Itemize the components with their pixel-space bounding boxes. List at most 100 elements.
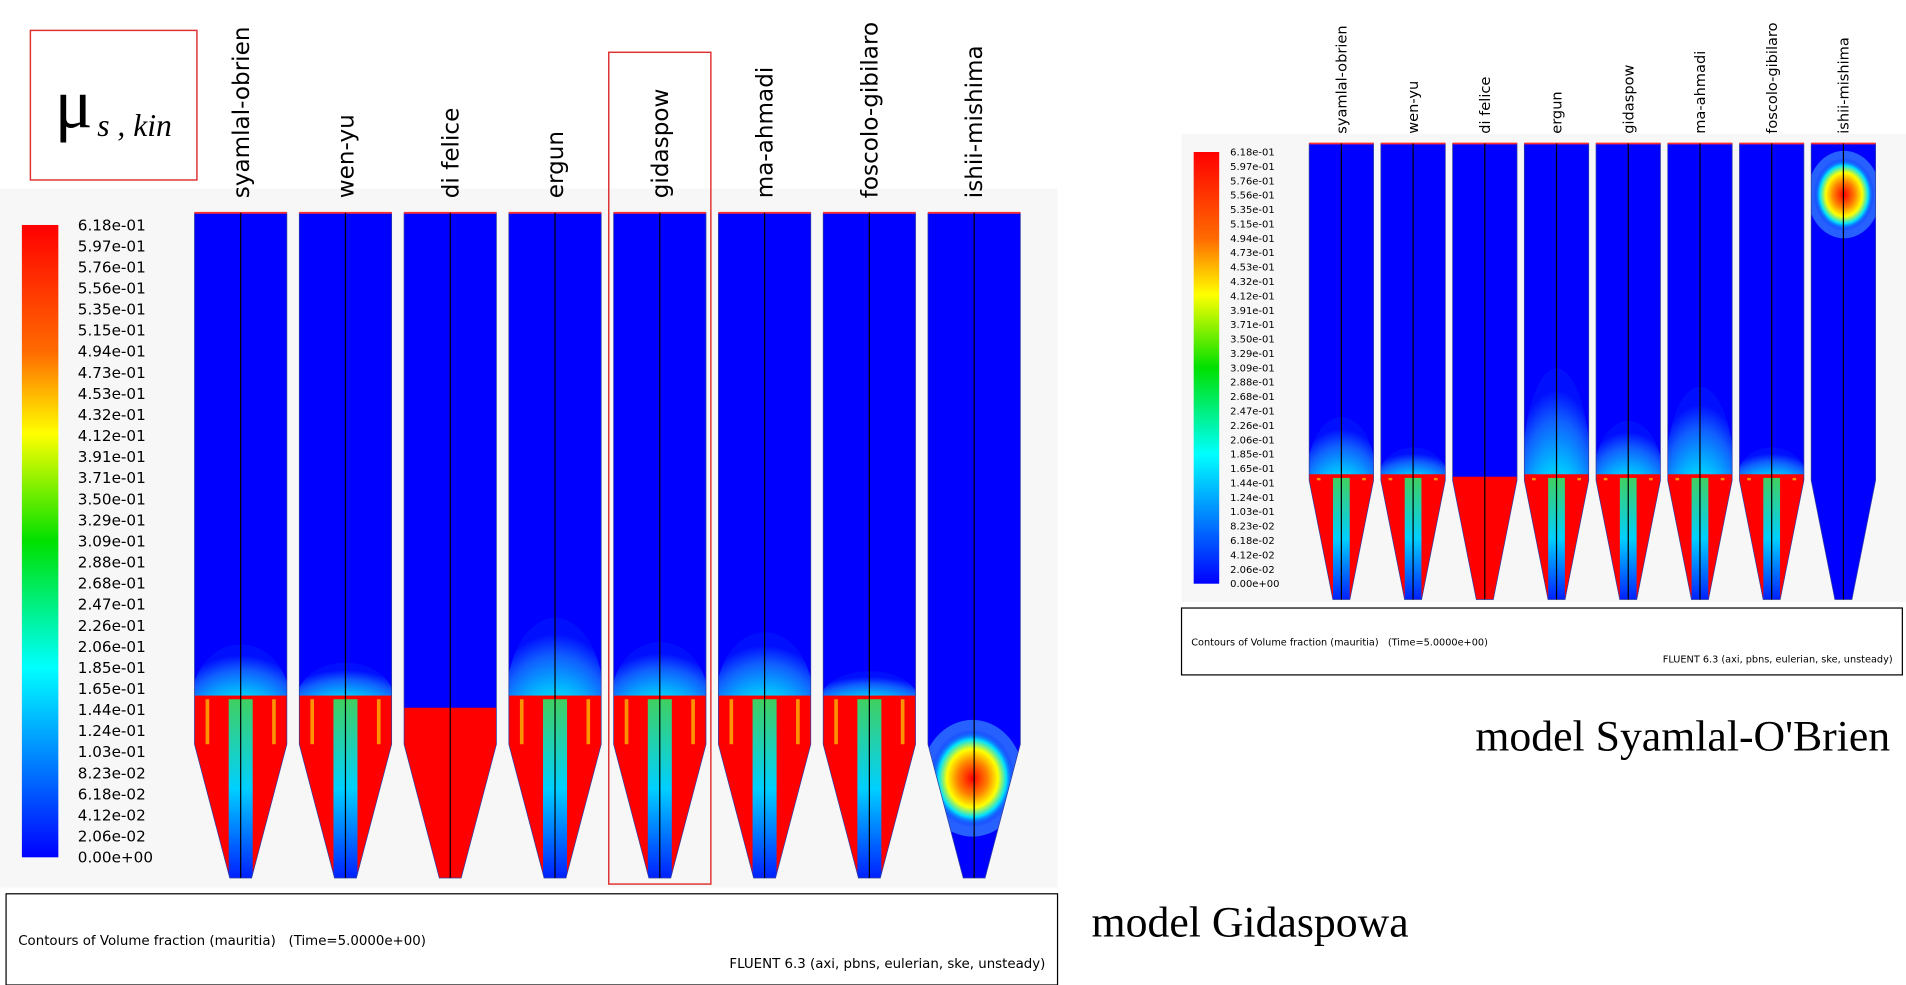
contour-wall (1675, 477, 1680, 481)
symbol-subscript: s , kin (97, 108, 172, 143)
colorbar-label: 5.15e-01 (1230, 219, 1275, 230)
contour-wall (1388, 477, 1393, 481)
footer-left: Contours of Volume fraction (mauritia) (… (1191, 638, 1488, 649)
colorbar-label: 2.47e-01 (78, 596, 146, 614)
contour-wall (1747, 477, 1751, 481)
left-footer-box (5, 893, 1059, 985)
colorbar-label: 2.26e-01 (1230, 421, 1275, 432)
caption: model Gidaspowa (1092, 898, 1409, 946)
colorbar-label: 5.35e-01 (78, 301, 146, 319)
contour-wall (729, 699, 734, 745)
contour-wall (1532, 477, 1536, 481)
colorbar-label: 4.73e-01 (78, 364, 146, 382)
colorbar-label: 1.65e-01 (1230, 464, 1275, 475)
colorbar-label: 1.03e-01 (1230, 507, 1275, 518)
column-label: foscolo-gibilaro (1764, 22, 1781, 133)
colorbar-label: 3.50e-01 (78, 490, 146, 508)
footer-right: FLUENT 6.3 (axi, pbns, eulerian, ske, un… (1663, 655, 1893, 666)
colorbar-label: 6.18e-02 (78, 785, 146, 803)
column-label: gidaspow (1620, 64, 1637, 133)
contour-wall (691, 699, 695, 745)
column-label: ergun (1549, 91, 1566, 133)
colorbar-label: 4.12e-02 (1230, 550, 1275, 561)
colorbar-label: 8.23e-02 (1230, 522, 1275, 533)
colorbar-label: 1.85e-01 (78, 659, 146, 677)
contour-wall (586, 699, 591, 745)
column-label: gidaspow (648, 89, 674, 199)
colorbar-label: 1.44e-01 (1230, 478, 1275, 489)
contour-wall (205, 699, 210, 745)
contour-wall (1720, 477, 1725, 481)
colorbar-label: 4.12e-01 (78, 427, 146, 445)
colorbar-label: 1.24e-01 (78, 722, 146, 740)
contour-wall (519, 699, 524, 745)
colorbar-label: 3.09e-01 (78, 532, 146, 550)
footer-left: Contours of Volume fraction (mauritia) (… (18, 934, 426, 949)
colorbar-label: 2.47e-01 (1230, 407, 1275, 418)
colorbar-label: 4.32e-01 (78, 406, 146, 424)
footer-right: FLUENT 6.3 (axi, pbns, eulerian, ske, un… (729, 957, 1045, 972)
column-label: ma-ahmadi (1692, 51, 1709, 134)
colorbar-label: 2.26e-01 (78, 617, 146, 635)
symbol-box (29, 29, 198, 181)
highlight-box (608, 51, 712, 885)
column-label: di felice (1477, 77, 1494, 134)
colorbar-label: 2.06e-01 (1230, 435, 1275, 446)
column-label: ergun (543, 131, 569, 198)
colorbar-label: 2.88e-01 (78, 554, 146, 572)
colorbar-label: 4.73e-01 (1230, 248, 1275, 259)
colorbar-label: 1.24e-01 (1230, 493, 1275, 504)
colorbar-label: 4.32e-01 (1230, 277, 1275, 288)
colorbar-label: 6.18e-02 (1230, 536, 1275, 547)
contour-wall (1362, 477, 1366, 481)
contour-wall (1649, 477, 1653, 481)
colorbar-label: 0.00e+00 (1230, 579, 1279, 590)
column-label: ma-ahmadi (753, 67, 779, 199)
colorbar-label: 3.91e-01 (78, 448, 146, 466)
colorbar-label: 4.94e-01 (78, 343, 146, 361)
colorbar-label: 5.56e-01 (78, 280, 146, 298)
colorbar-label: 5.97e-01 (78, 237, 146, 255)
colorbar-label: 5.76e-01 (1230, 176, 1275, 187)
colorbar-label: 5.56e-01 (1230, 191, 1275, 202)
colorbar-label: 2.06e-02 (78, 828, 146, 846)
column-label: syamlal-obrien (229, 27, 255, 199)
colorbar-label: 5.76e-01 (78, 258, 146, 276)
colorbar-label: 4.53e-01 (78, 385, 146, 403)
colorbar-label: 5.35e-01 (1230, 205, 1275, 216)
colorbar-label: 3.71e-01 (1230, 320, 1275, 331)
contour-wall (310, 699, 315, 745)
contour-wall (796, 699, 800, 745)
colorbar-label: 4.12e-02 (78, 806, 146, 824)
caption: model Syamlal-O'Brien (1475, 712, 1890, 760)
colorbar-label: 2.68e-01 (1230, 392, 1275, 403)
column-label: di felice (438, 108, 464, 199)
colorbar-label: 3.29e-01 (1230, 349, 1275, 360)
colorbar-label: 6.18e-01 (1230, 147, 1275, 158)
colorbar-label: 6.18e-01 (78, 216, 146, 234)
colorbar-label: 3.50e-01 (1230, 335, 1275, 346)
contour-wall (1316, 477, 1321, 481)
column-outline (508, 212, 602, 879)
colorbar-label: 1.44e-01 (78, 701, 146, 719)
contour-wall (272, 699, 276, 745)
column-label: wen-yu (334, 114, 360, 198)
column-label: ishii-mishima (1836, 37, 1853, 134)
contour-blob (929, 729, 1015, 827)
column-label: syamlal-obrien (1333, 25, 1350, 133)
colorbar (1193, 152, 1220, 584)
colorbar-label: 0.00e+00 (78, 849, 153, 867)
contour-wall (834, 699, 838, 745)
colorbar-label: 2.68e-01 (78, 575, 146, 593)
colorbar-label: 3.71e-01 (78, 469, 146, 487)
symbol: μ (55, 66, 93, 144)
colorbar-label: 8.23e-02 (78, 764, 146, 782)
colorbar-label: 1.03e-01 (78, 743, 146, 761)
colorbar-label: 2.88e-01 (1230, 378, 1275, 389)
contour-wall (376, 699, 381, 745)
contour-wall (1792, 477, 1797, 481)
colorbar-label: 5.97e-01 (1230, 162, 1275, 173)
contour-wall (900, 699, 905, 745)
